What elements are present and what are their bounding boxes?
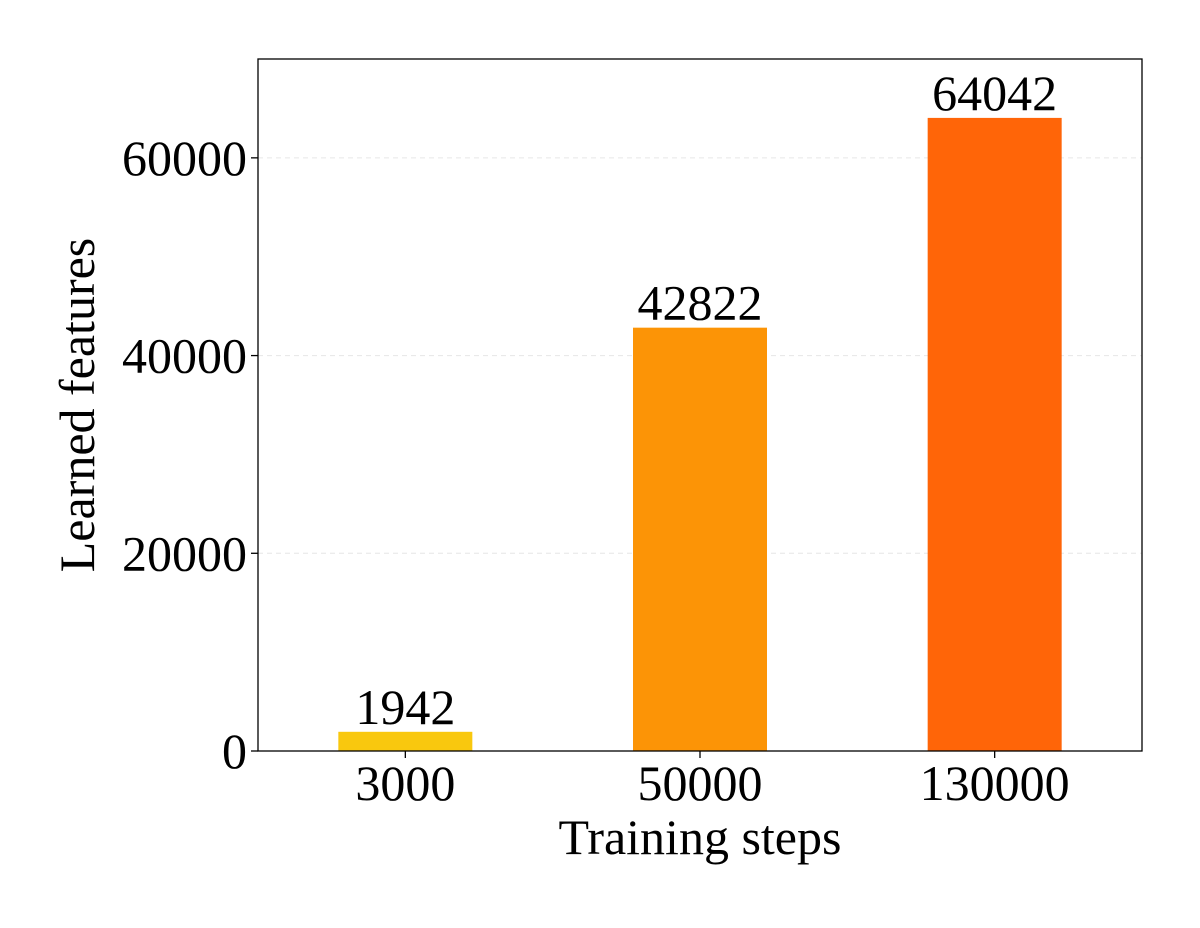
- bar-3000: [338, 731, 473, 751]
- y-tick-label: 60000: [122, 130, 247, 186]
- y-tick-label: 40000: [122, 328, 247, 384]
- bar-130000: [927, 117, 1062, 751]
- x-axis-title: Training steps: [559, 809, 842, 865]
- bar-50000: [633, 327, 767, 751]
- data-labels: 1942 42822 64042: [355, 65, 1057, 735]
- x-tick-label: 50000: [638, 755, 763, 811]
- x-axis-ticks: 3000 50000 130000: [355, 751, 1070, 811]
- y-tick-label: 20000: [122, 525, 247, 581]
- bar-value-label: 42822: [638, 275, 763, 331]
- y-axis-ticks: 0 20000 40000 60000: [122, 130, 258, 779]
- bar-value-label: 64042: [932, 65, 1057, 121]
- bars: [338, 117, 1062, 751]
- y-axis-title: Learned features: [49, 238, 105, 573]
- bar-value-label: 1942: [355, 679, 455, 735]
- x-tick-label: 130000: [920, 755, 1070, 811]
- y-tick-label: 0: [222, 723, 247, 779]
- x-tick-label: 3000: [355, 755, 455, 811]
